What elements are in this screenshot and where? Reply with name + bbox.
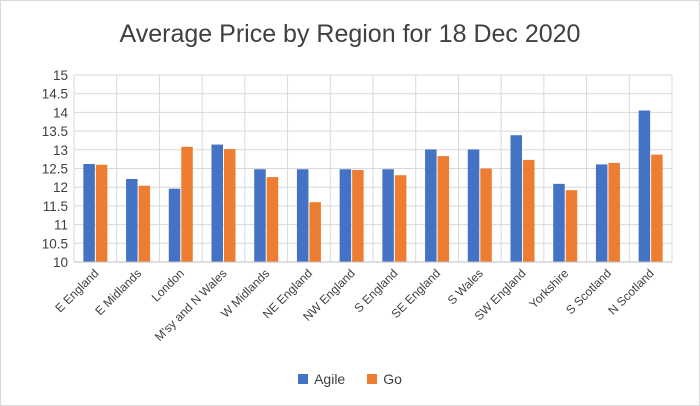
bar-go-7 (394, 175, 407, 262)
bar-go-9 (480, 168, 492, 262)
bar-go-1 (138, 185, 151, 262)
bar-go-11 (565, 190, 578, 262)
bar-agile-7 (382, 169, 394, 262)
bar-agile-3 (211, 144, 223, 262)
bars (83, 110, 663, 262)
bar-agile-2 (168, 188, 181, 262)
bar-agile-10 (510, 135, 522, 262)
bar-agile-6 (339, 169, 352, 262)
bar-agile-8 (425, 149, 437, 262)
bar-agile-12 (595, 164, 608, 262)
legend-swatch-agile (298, 374, 309, 384)
bar-go-12 (608, 162, 620, 262)
bar-go-8 (437, 156, 450, 262)
bar-go-13 (651, 154, 663, 262)
bar-agile-5 (296, 169, 309, 262)
y-tick-label: 13 (53, 143, 68, 158)
legend-item-go: Go (367, 371, 402, 387)
bar-agile-1 (126, 178, 138, 262)
y-axis: 10 10.5 11 11.5 12 12.5 13 13.5 14 14.5 15 (42, 68, 69, 270)
gridlines (73, 74, 673, 263)
x-tick-label: E Midlands (92, 266, 144, 318)
legend-label-agile: Agile (314, 371, 346, 387)
y-tick-label: 12 (53, 180, 68, 195)
legend: Agile Go (0, 371, 700, 387)
bar-agile-0 (83, 164, 95, 262)
legend-item-agile: Agile (298, 371, 345, 387)
bar-go-10 (523, 159, 535, 262)
legend-swatch-go (367, 374, 378, 384)
y-tick-label: 14.5 (42, 87, 68, 102)
bar-agile-13 (638, 110, 651, 262)
bar-agile-4 (254, 169, 266, 262)
y-tick-label: 12.5 (42, 162, 68, 177)
y-tick-label: 14 (53, 105, 69, 120)
x-tick-label: M'sy and N Wales (152, 266, 230, 344)
bar-agile-9 (467, 149, 480, 262)
y-tick-label: 11 (54, 218, 68, 233)
bar-agile-11 (553, 183, 565, 262)
x-tick-label: N Scotland (605, 266, 656, 317)
y-tick-label: 10.5 (42, 236, 68, 251)
chart-title: Average Price by Region for 18 Dec 2020 (119, 20, 581, 48)
bar-go-6 (352, 169, 364, 262)
bar-go-2 (181, 146, 193, 262)
legend-label-go: Go (383, 371, 402, 387)
bar-go-4 (266, 177, 279, 262)
y-tick-label: 10 (53, 255, 68, 270)
y-tick-label: 13.5 (42, 124, 68, 139)
bar-go-3 (224, 149, 236, 262)
bar-go-0 (95, 164, 108, 262)
x-tick-label: London (149, 266, 187, 304)
bar-go-5 (309, 202, 321, 262)
y-tick-label: 15 (53, 68, 68, 83)
y-tick-label: 11.5 (43, 199, 68, 214)
x-tick-label: S Wales (445, 266, 486, 307)
